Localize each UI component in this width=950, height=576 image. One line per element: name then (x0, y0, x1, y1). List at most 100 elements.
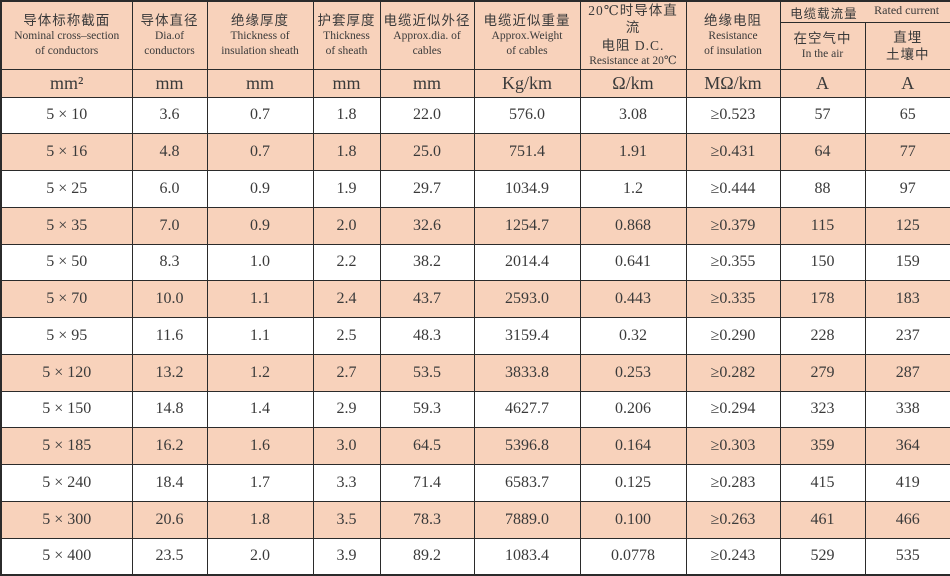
cell-insulation-thickness: 1.4 (206, 390, 314, 429)
cell-insulation-thickness: 1.6 (206, 427, 314, 466)
cell-dc-resistance: 0.164 (579, 427, 687, 466)
cell-insulation-thickness: 0.9 (206, 170, 314, 208)
cell-insulation-thickness: 0.9 (206, 206, 314, 245)
cell-current-buried: 77 (864, 133, 950, 172)
cell-conductor-diameter: 14.8 (131, 390, 208, 429)
header-line: of conductors (35, 44, 99, 57)
cell-approx-diameter: 43.7 (379, 280, 475, 319)
cell-insulation-thickness: 0.7 (206, 96, 314, 135)
cell-dc-resistance: 0.253 (579, 353, 687, 392)
table-row: 5 × 35 7.0 0.9 2.0 32.6 1254.7 0.868 ≥0.… (0, 206, 950, 245)
header-line: cables (412, 44, 442, 57)
cell-sheath-thickness: 3.5 (312, 500, 381, 539)
header-line: 在空气中 (793, 31, 852, 46)
cell-conductor-diameter: 16.2 (131, 427, 208, 466)
cell-sheath-thickness: 3.3 (312, 464, 381, 502)
cell-sheath-thickness: 2.2 (312, 243, 381, 282)
units-row: mm² mm mm mm mm Kg/km Ω/km MΩ/km A A (0, 68, 950, 98)
cell-conductor-diameter: 8.3 (131, 243, 208, 282)
cell-current-buried: 287 (864, 353, 950, 392)
header-line: of cables (506, 44, 548, 57)
header-line: of sheath (325, 44, 368, 57)
cell-current-air: 323 (779, 390, 866, 429)
header-line: 绝缘厚度 (231, 12, 289, 28)
rated-current-label-en: Rated current (874, 2, 940, 17)
cell-current-air: 57 (779, 96, 866, 135)
header-line: Dia.of (154, 30, 185, 43)
cell-conductor-size: 5 × 185 (0, 427, 133, 466)
header-line: 导体标称截面 (23, 12, 111, 28)
cell-insulation-resistance: ≥0.379 (685, 206, 781, 245)
cell-current-buried: 338 (864, 390, 950, 429)
cell-current-air: 461 (779, 500, 866, 539)
cell-current-air: 115 (779, 206, 866, 245)
cell-conductor-size: 5 × 400 (0, 537, 133, 576)
table-row: 5 × 150 14.8 1.4 2.9 59.3 4627.7 0.206 ≥… (0, 390, 950, 429)
cell-sheath-thickness: 2.7 (312, 353, 381, 392)
cell-insulation-resistance: ≥0.263 (685, 500, 781, 539)
col-header-nominal-cross-section: 导体标称截面 Nominal cross–section of conductors (0, 0, 133, 70)
cell-sheath-thickness: 2.9 (312, 390, 381, 429)
table-row: 5 × 300 20.6 1.8 3.5 78.3 7889.0 0.100 ≥… (0, 500, 950, 539)
cell-current-buried: 466 (864, 500, 950, 539)
header-line: 电缆近似外径 (383, 12, 471, 28)
header-line: In the air (801, 48, 844, 61)
unit-insulation-thickness: mm (206, 68, 314, 98)
cell-sheath-thickness: 2.5 (312, 317, 381, 355)
cell-approx-diameter: 48.3 (379, 317, 475, 355)
table-row: 5 × 10 3.6 0.7 1.8 22.0 576.0 3.08 ≥0.52… (0, 96, 950, 135)
cell-sheath-thickness: 3.9 (312, 537, 381, 576)
cell-insulation-thickness: 1.8 (206, 500, 314, 539)
cell-dc-resistance: 0.0778 (579, 537, 687, 576)
cell-approx-weight: 1083.4 (473, 537, 581, 576)
cell-sheath-thickness: 2.4 (312, 280, 381, 319)
cell-approx-weight: 7889.0 (473, 500, 581, 539)
cell-approx-weight: 3159.4 (473, 317, 581, 355)
header-line: 导体直径 (140, 12, 199, 28)
col-header-in-the-air: 在空气中 In the air (779, 22, 866, 70)
cell-sheath-thickness: 3.0 (312, 427, 381, 466)
cell-conductor-diameter: 3.6 (131, 96, 208, 135)
header-line: Resistance (708, 30, 758, 43)
cell-approx-diameter: 22.0 (379, 96, 475, 135)
unit-current-buried: A (864, 68, 950, 98)
cell-sheath-thickness: 1.8 (312, 96, 381, 135)
cell-current-air: 88 (779, 170, 866, 208)
unit-current-air: A (779, 68, 866, 98)
cell-dc-resistance: 0.641 (579, 243, 687, 282)
header-line: 20℃时导体直流 (588, 3, 678, 36)
cell-conductor-size: 5 × 95 (0, 317, 133, 355)
cell-approx-weight: 3833.8 (473, 353, 581, 392)
cell-approx-weight: 2014.4 (473, 243, 581, 282)
cell-conductor-diameter: 7.0 (131, 206, 208, 245)
cell-conductor-size: 5 × 240 (0, 464, 133, 502)
cell-approx-weight: 751.4 (473, 133, 581, 172)
cell-insulation-resistance: ≥0.243 (685, 537, 781, 576)
unit-sheath-thickness: mm (312, 68, 381, 98)
table-row: 5 × 25 6.0 0.9 1.9 29.7 1034.9 1.2 ≥0.44… (0, 170, 950, 208)
col-header-sheath-thickness: 护套厚度 Thickness of sheath (312, 0, 381, 70)
cell-current-buried: 97 (864, 170, 950, 208)
cell-insulation-resistance: ≥0.290 (685, 317, 781, 355)
cell-insulation-resistance: ≥0.444 (685, 170, 781, 208)
unit-dc-resistance: Ω/km (579, 68, 687, 98)
cell-approx-diameter: 78.3 (379, 500, 475, 539)
cell-insulation-thickness: 1.2 (206, 353, 314, 392)
header-line: conductors (144, 44, 195, 57)
unit-approx-weight: Kg/km (473, 68, 581, 98)
cell-current-air: 150 (779, 243, 866, 282)
unit-cross-section: mm² (0, 68, 133, 98)
cell-current-air: 279 (779, 353, 866, 392)
header-line: 护套厚度 (317, 12, 376, 28)
cell-conductor-diameter: 18.4 (131, 464, 208, 502)
unit-approx-diameter: mm (379, 68, 475, 98)
col-header-approx-diameter: 电缆近似外径 Approx.dia. of cables (379, 0, 475, 70)
cell-current-air: 359 (779, 427, 866, 466)
cell-conductor-diameter: 13.2 (131, 353, 208, 392)
cell-sheath-thickness: 1.9 (312, 170, 381, 208)
col-header-rated-current: 电缆载流量 Rated current (779, 0, 950, 24)
rated-current-labels: 电缆载流量 Rated current (783, 3, 949, 22)
table-row: 5 × 50 8.3 1.0 2.2 38.2 2014.4 0.641 ≥0.… (0, 243, 950, 282)
